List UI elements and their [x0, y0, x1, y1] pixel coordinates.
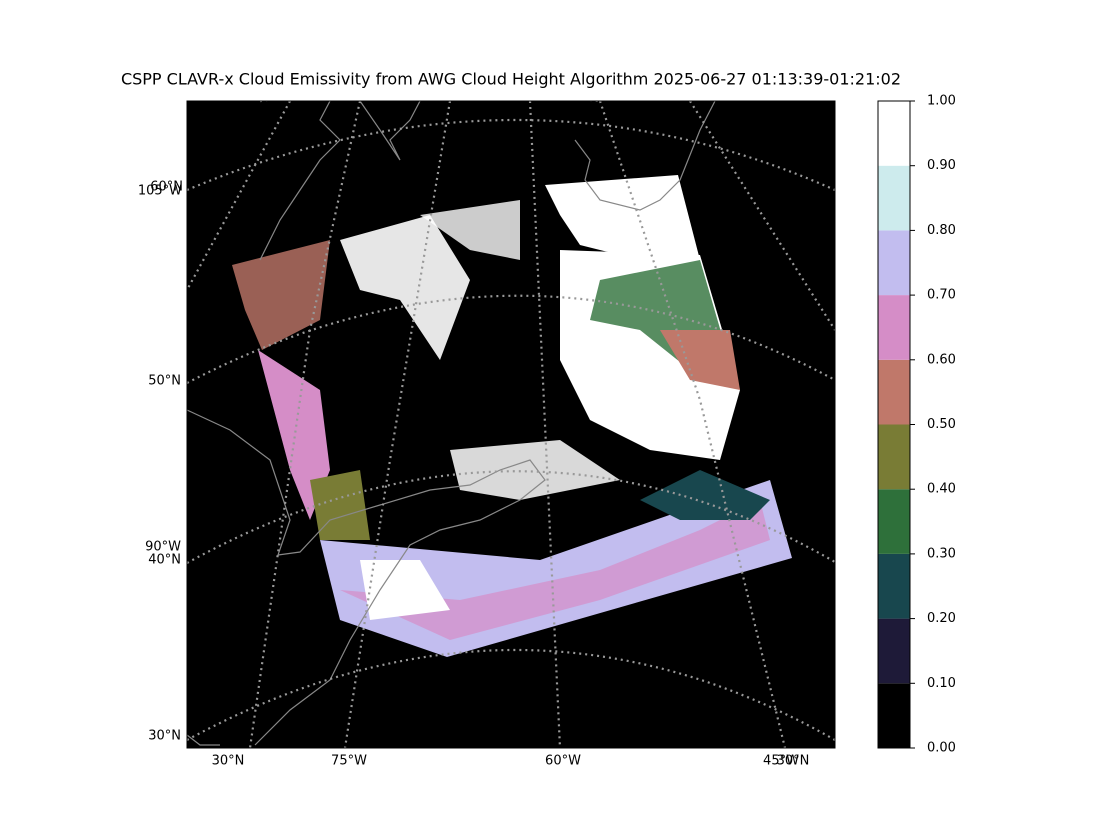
map-lat-label: 40°N [148, 553, 181, 568]
colorbar-segment [878, 230, 910, 296]
colorbar-segment [878, 489, 910, 554]
cloud-swath [232, 175, 792, 657]
colorbar-tick-label: 0.80 [927, 223, 956, 238]
map-lat-label: 60°N [150, 180, 183, 195]
colorbar-segment [878, 359, 910, 425]
map-lon-label: 30°N [212, 754, 245, 769]
colorbar-segment [878, 618, 910, 684]
map-lon-label: 45°W [763, 754, 799, 769]
map-lat-label: 90°W [145, 540, 181, 555]
colorbar-tick-label: 0.50 [927, 417, 956, 432]
colorbar-segment [878, 165, 910, 231]
colorbar [877, 100, 911, 749]
map [186, 100, 836, 749]
graticule [187, 101, 835, 748]
colorbar-tick-label: 0.40 [927, 482, 956, 497]
colorbar-tick-label: 0.60 [927, 352, 956, 367]
map-lat-label: 30°N [148, 729, 181, 744]
coastlines [187, 101, 716, 746]
colorbar-tick-label: 1.00 [927, 94, 956, 109]
map-frame [186, 100, 836, 749]
map-lon-label: 60°W [545, 754, 581, 769]
colorbar-tick-label: 0.90 [927, 158, 956, 173]
colorbar-tick-label: 0.30 [927, 546, 956, 561]
colorbar-tick-label: 0.00 [927, 741, 956, 756]
map-lon-label: 75°W [331, 754, 367, 769]
colorbar-segment [878, 683, 910, 748]
colorbar-segment [878, 101, 910, 166]
colorbar-segment [878, 295, 910, 360]
map-lat-label: 105°W [138, 184, 182, 199]
map-lat-label: 50°N [148, 374, 181, 389]
title: CSPP CLAVR-x Cloud Emissivity from AWG C… [121, 70, 901, 89]
colorbar-segment [878, 553, 910, 619]
colorbar-tick-label: 0.70 [927, 288, 956, 303]
map-lon-label: 30°N [777, 754, 810, 769]
colorbar-segment [878, 424, 910, 490]
colorbar-tick-label: 0.10 [927, 676, 956, 691]
colorbar-tick-label: 0.20 [927, 611, 956, 626]
